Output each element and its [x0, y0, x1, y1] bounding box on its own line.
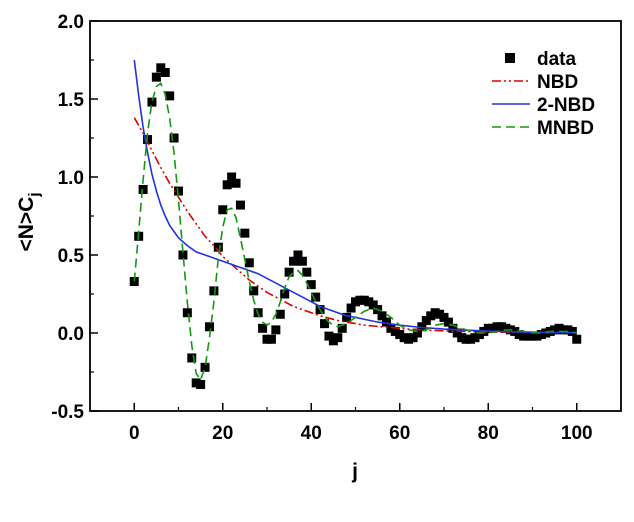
data-point [200, 362, 210, 372]
x-tick-label: 0 [129, 423, 140, 444]
x-tick-label: 60 [389, 423, 410, 444]
series-layer [129, 59, 582, 389]
legend-label: data [537, 49, 577, 70]
y-axis-title: <N>Cj [15, 192, 43, 251]
data-point [452, 328, 462, 338]
data-point [151, 72, 161, 82]
data-point [209, 286, 219, 296]
data-point [182, 308, 192, 318]
data-point [227, 172, 237, 182]
x-tick-label: 20 [212, 423, 233, 444]
data-point [381, 317, 391, 327]
data-point [439, 312, 449, 322]
y-tick-label: 2.0 [58, 12, 84, 33]
data-point [187, 353, 197, 363]
data-point [271, 325, 281, 335]
y-axis-label: <N>Cj [15, 192, 43, 251]
x-tick-label: 80 [478, 423, 499, 444]
data-point [218, 205, 228, 215]
data-point [174, 186, 183, 196]
series-line-mnbd [133, 82, 577, 382]
data-point [368, 300, 378, 310]
x-tick-label: 40 [301, 423, 322, 444]
y-axis-label-subscript: j [26, 192, 43, 197]
data-point [266, 334, 276, 344]
data-point [408, 333, 418, 343]
x-tick-label: 100 [561, 423, 593, 444]
data-point [280, 289, 290, 299]
data-point [156, 63, 166, 73]
data-point [147, 97, 157, 107]
legend-marker-icon [505, 53, 515, 63]
data-point [448, 323, 458, 333]
data-point [342, 312, 352, 322]
y-tick-label: -0.5 [51, 402, 84, 423]
plot-area-frame [89, 20, 622, 412]
legend-label: MNBD [537, 118, 594, 139]
y-tick-label: 0.0 [58, 324, 84, 345]
data-point [249, 286, 259, 296]
data-point [165, 91, 175, 101]
data-point [293, 250, 303, 260]
y-axis-label-main: <N>C [15, 197, 38, 252]
y-tick-label: 1.0 [58, 168, 84, 189]
legend-item: 2-NBD [492, 95, 595, 116]
y-tick-label: 0.5 [58, 246, 85, 267]
data-point [258, 323, 268, 333]
data-point [567, 326, 577, 336]
data-point [289, 256, 299, 266]
data-point [421, 316, 431, 326]
data-point [572, 334, 582, 344]
data-point [160, 67, 170, 77]
data-point [244, 258, 254, 268]
x-axis-label: j [351, 460, 358, 483]
data-point [324, 331, 334, 341]
data-point [333, 333, 343, 343]
data-point [320, 319, 330, 329]
data-point [302, 267, 312, 277]
data-point [412, 328, 422, 338]
data-point [235, 200, 245, 210]
data-point [306, 280, 316, 290]
data-point [284, 267, 294, 277]
data-point [222, 180, 232, 190]
data-point [240, 228, 250, 238]
data-point [178, 250, 188, 260]
data-point [204, 322, 214, 332]
data-point [297, 256, 307, 266]
data-point [231, 178, 241, 188]
legend-label: 2-NBD [537, 95, 595, 116]
legend-item: data [505, 49, 577, 70]
x-axis-title: j [351, 460, 358, 483]
legend-label: NBD [537, 72, 578, 93]
data-point [311, 292, 321, 302]
data-point [169, 133, 179, 143]
y-tick-label: 1.5 [58, 90, 85, 111]
data-point [337, 323, 347, 333]
data-point [275, 309, 285, 319]
data-point [213, 242, 223, 252]
legend-item: NBD [492, 72, 578, 93]
data-point [129, 277, 139, 287]
data-point [443, 317, 453, 327]
legend-item: MNBD [492, 118, 594, 139]
data-point [196, 379, 206, 389]
data-point [377, 311, 387, 321]
data-point [346, 303, 356, 313]
